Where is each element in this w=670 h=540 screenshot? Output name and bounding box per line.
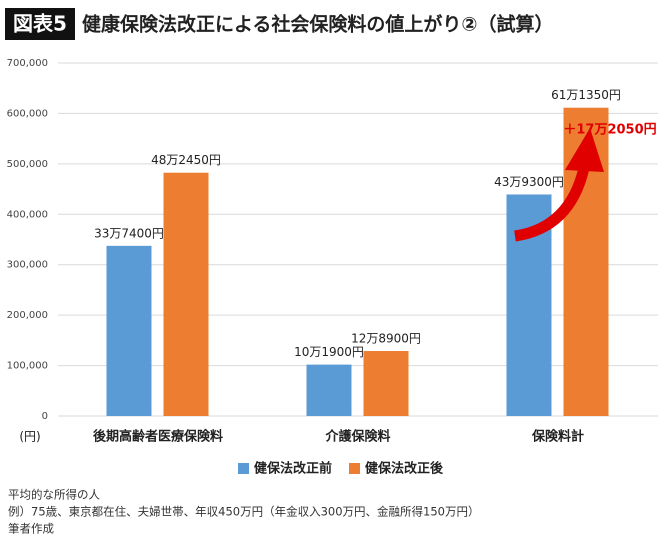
legend-swatch: [238, 463, 249, 474]
x-tick-label: 保険料計: [531, 429, 584, 445]
chart-title: 健康保険法改正による社会保険料の値上がり②（試算）: [82, 13, 554, 36]
y-unit: (円): [19, 430, 40, 444]
bar: [106, 245, 152, 416]
y-tick-label: 400,000: [7, 209, 48, 220]
value-label: 48万2450円: [151, 153, 221, 167]
bar: [306, 364, 352, 416]
value-label: 33万7400円: [94, 226, 164, 240]
y-tick-label: 300,000: [7, 260, 48, 271]
note: 平均的な所得の人: [8, 488, 100, 502]
y-tick-label: 200,000: [7, 310, 48, 321]
y-tick-label: 700,000: [7, 58, 48, 69]
arrow-head: [565, 128, 604, 172]
y-tick-label: 100,000: [7, 361, 48, 372]
y-tick-label: 0: [42, 411, 48, 422]
legend-swatch: [349, 463, 360, 474]
legend-label: 健保法改正後: [365, 461, 444, 477]
y-tick-label: 500,000: [7, 159, 48, 170]
title-badge: 図表5: [13, 12, 67, 36]
note: 例）75歳、東京都在住、夫婦世帯、年収450万円（年金収入300万円、金融所得1…: [8, 505, 479, 519]
y-tick-label: 600,000: [7, 108, 48, 119]
title-badge-bg: [5, 8, 75, 40]
annotation: ＋17万2050円: [563, 123, 656, 138]
x-tick-label: 介護保険料: [324, 429, 390, 445]
value-label: 61万1350円: [551, 88, 621, 102]
value-label: 43万9300円: [494, 175, 564, 189]
bar: [363, 350, 409, 416]
x-tick-label: 後期高齢者医療保険料: [93, 429, 223, 445]
bar: [163, 172, 209, 416]
value-label: 10万1900円: [294, 345, 364, 359]
arrow: [514, 166, 590, 242]
legend-label: 健保法改正前: [254, 461, 332, 477]
note: 筆者作成: [8, 522, 54, 536]
value-label: 12万8900円: [351, 331, 421, 345]
